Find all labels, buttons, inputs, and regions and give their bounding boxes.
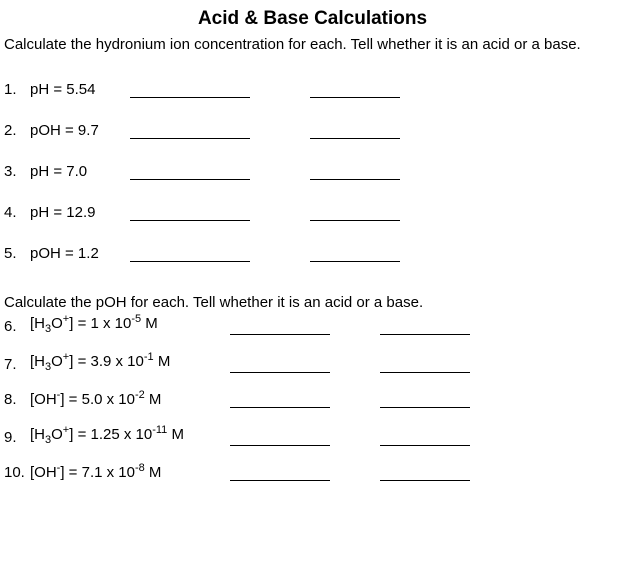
question-row-10: 10. [OH-] = 7.1 x 10-8 M — [4, 462, 621, 481]
answer-blank-concentration[interactable] — [130, 247, 250, 262]
question-row-1: 1. pH = 5.54 — [4, 81, 621, 98]
question-number: 8. — [4, 391, 30, 408]
question-number: 4. — [4, 204, 30, 221]
question-number: 3. — [4, 163, 30, 180]
question-label: [H3O+] = 1 x 10-5 M — [30, 313, 230, 335]
question-label: [OH-] = 7.1 x 10-8 M — [30, 462, 230, 481]
question-number: 9. — [4, 429, 30, 446]
answer-blank-poh[interactable] — [230, 320, 330, 335]
instruction-section-2: Calculate the pOH for each. Tell whether… — [4, 294, 621, 311]
question-label: [H3O+] = 1.25 x 10-11 M — [30, 424, 230, 446]
question-label: [H3O+] = 3.9 x 10-1 M — [30, 351, 230, 373]
question-number: 5. — [4, 245, 30, 262]
answer-blank-acid-base[interactable] — [310, 83, 400, 98]
question-label: pOH = 9.7 — [30, 122, 130, 139]
question-number: 7. — [4, 356, 30, 373]
answer-blank-poh[interactable] — [230, 466, 330, 481]
answer-blank-acid-base[interactable] — [310, 206, 400, 221]
question-row-2: 2. pOH = 9.7 — [4, 122, 621, 139]
answer-blank-poh[interactable] — [230, 431, 330, 446]
question-label: [OH-] = 5.0 x 10-2 M — [30, 389, 230, 408]
answer-blank-poh[interactable] — [230, 358, 330, 373]
question-number: 2. — [4, 122, 30, 139]
question-row-6: 6. [H3O+] = 1 x 10-5 M — [4, 313, 621, 335]
answer-blank-poh[interactable] — [230, 393, 330, 408]
question-row-7: 7. [H3O+] = 3.9 x 10-1 M — [4, 351, 621, 373]
question-label: pH = 7.0 — [30, 163, 130, 180]
answer-blank-acid-base[interactable] — [310, 124, 400, 139]
answer-blank-concentration[interactable] — [130, 124, 250, 139]
question-label: pH = 12.9 — [30, 204, 130, 221]
question-row-9: 9. [H3O+] = 1.25 x 10-11 M — [4, 424, 621, 446]
answer-blank-acid-base[interactable] — [380, 320, 470, 335]
answer-blank-acid-base[interactable] — [380, 393, 470, 408]
question-label: pOH = 1.2 — [30, 245, 130, 262]
answer-blank-concentration[interactable] — [130, 165, 250, 180]
question-row-4: 4. pH = 12.9 — [4, 204, 621, 221]
answer-blank-acid-base[interactable] — [380, 431, 470, 446]
answer-blank-acid-base[interactable] — [310, 165, 400, 180]
worksheet-title: Acid & Base Calculations — [4, 8, 621, 30]
question-row-5: 5. pOH = 1.2 — [4, 245, 621, 262]
answer-blank-acid-base[interactable] — [380, 466, 470, 481]
answer-blank-acid-base[interactable] — [380, 358, 470, 373]
question-label: pH = 5.54 — [30, 81, 130, 98]
question-number: 10. — [4, 464, 30, 481]
answer-blank-acid-base[interactable] — [310, 247, 400, 262]
question-row-8: 8. [OH-] = 5.0 x 10-2 M — [4, 389, 621, 408]
question-number: 1. — [4, 81, 30, 98]
question-number: 6. — [4, 318, 30, 335]
instruction-section-1: Calculate the hydronium ion concentratio… — [4, 36, 621, 53]
answer-blank-concentration[interactable] — [130, 206, 250, 221]
question-row-3: 3. pH = 7.0 — [4, 163, 621, 180]
answer-blank-concentration[interactable] — [130, 83, 250, 98]
